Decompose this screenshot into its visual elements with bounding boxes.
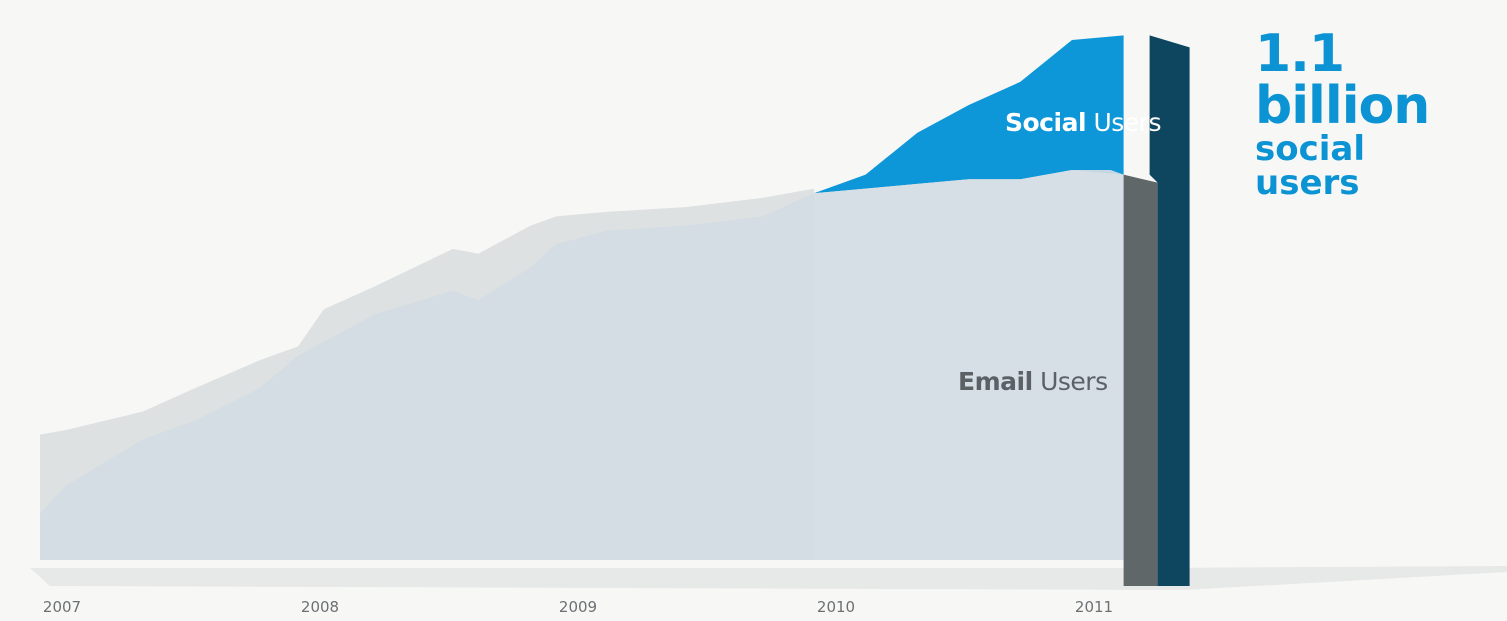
x-tick-label: 2009: [559, 598, 597, 616]
x-tick-label: 2007: [43, 598, 81, 616]
social-users-area: [814, 35, 1124, 194]
x-tick-label: 2011: [1075, 598, 1113, 616]
social-series-label: Social Users: [1005, 108, 1161, 137]
headline-value: 1.1 billion: [1255, 24, 1430, 136]
headline-label-line1: social: [1255, 129, 1366, 169]
headline-stat: 1.1 billion social users: [1255, 28, 1507, 200]
email-label-rest: Users: [1032, 367, 1108, 396]
x-tick-label: 2010: [817, 598, 855, 616]
social-end-bar: [1149, 35, 1190, 587]
floor-shadow-band: [30, 566, 1507, 590]
email-end-bar: [1123, 174, 1158, 586]
headline-label-line2: users: [1255, 163, 1360, 203]
end-bars: [1123, 35, 1190, 587]
email-label-bold: Email: [958, 367, 1033, 396]
email-series-label: Email Users: [958, 367, 1108, 396]
social-label-rest: Users: [1086, 108, 1161, 137]
email-users-area: [40, 170, 1124, 560]
chart-areas: [40, 35, 1124, 561]
x-axis-ticks: 2007 2008 2009 2010 2011: [43, 598, 1113, 616]
x-tick-label: 2008: [301, 598, 339, 616]
social-label-bold: Social: [1005, 108, 1087, 137]
floor-shadow: [30, 566, 1507, 590]
